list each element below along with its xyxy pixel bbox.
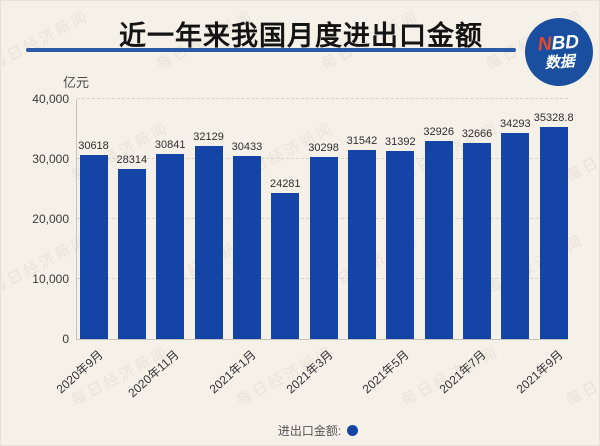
bar-2021年3月 [309, 157, 338, 339]
bar-value-label: 31392 [385, 135, 416, 148]
bar-value-label: 28314 [116, 154, 148, 167]
bar-value-label: 30618 [78, 140, 109, 153]
bar-2021年9月 [539, 127, 568, 339]
bar-month-12 [501, 133, 530, 339]
bar-month-8 [347, 149, 376, 339]
page-title: 近一年来我国月度进出口金额 [119, 21, 483, 51]
bar-value-label: 31542 [346, 134, 378, 147]
bar-value-label: 32666 [461, 128, 493, 140]
bar-2021年1月 [232, 156, 261, 339]
bar-value-label: 24281 [269, 178, 301, 191]
gridline [77, 98, 568, 99]
bar-value-label: 34293 [500, 118, 531, 131]
bar-2020年9月 [79, 155, 108, 339]
watermark-text: 每日经济新闻 [563, 119, 600, 186]
bar-value-label: 32926 [423, 126, 454, 139]
bar-2021年5月 [386, 150, 415, 339]
y-axis-unit-label: 亿元 [63, 75, 90, 90]
y-tick-label: 20,000 [32, 212, 69, 226]
legend-marker-dot [347, 425, 359, 436]
bar-2020年11月 [156, 153, 185, 339]
bar-value-label: 30841 [154, 138, 186, 151]
bar-value-label: 32129 [193, 131, 224, 144]
bar-value-label: 30433 [231, 141, 263, 154]
bar-value-label: 35328.8 [533, 112, 574, 125]
y-tick-label: 0 [62, 332, 69, 346]
nbd-logo-subtext: 数据 [544, 52, 576, 72]
y-tick-label: 10,000 [32, 272, 69, 286]
bar-month-4 [194, 146, 223, 339]
y-tick-label: 30,000 [32, 152, 69, 166]
bar-2021年7月 [463, 143, 491, 339]
bar-month-2 [117, 169, 146, 339]
watermark-text: 每日经济新闻 [563, 343, 600, 410]
plot-area: 30618 28314 30841 32129 30433 24281 30298 31542… [76, 98, 574, 340]
bar-month-6 [271, 193, 300, 339]
y-tick-label: 40,000 [32, 92, 69, 106]
bar-month-10 [424, 141, 453, 339]
title-underline [26, 48, 516, 52]
bar-value-label: 30298 [308, 142, 339, 155]
chart-legend: 进出口金额: [18, 422, 599, 439]
legend-label: 进出口金额: [277, 424, 342, 438]
